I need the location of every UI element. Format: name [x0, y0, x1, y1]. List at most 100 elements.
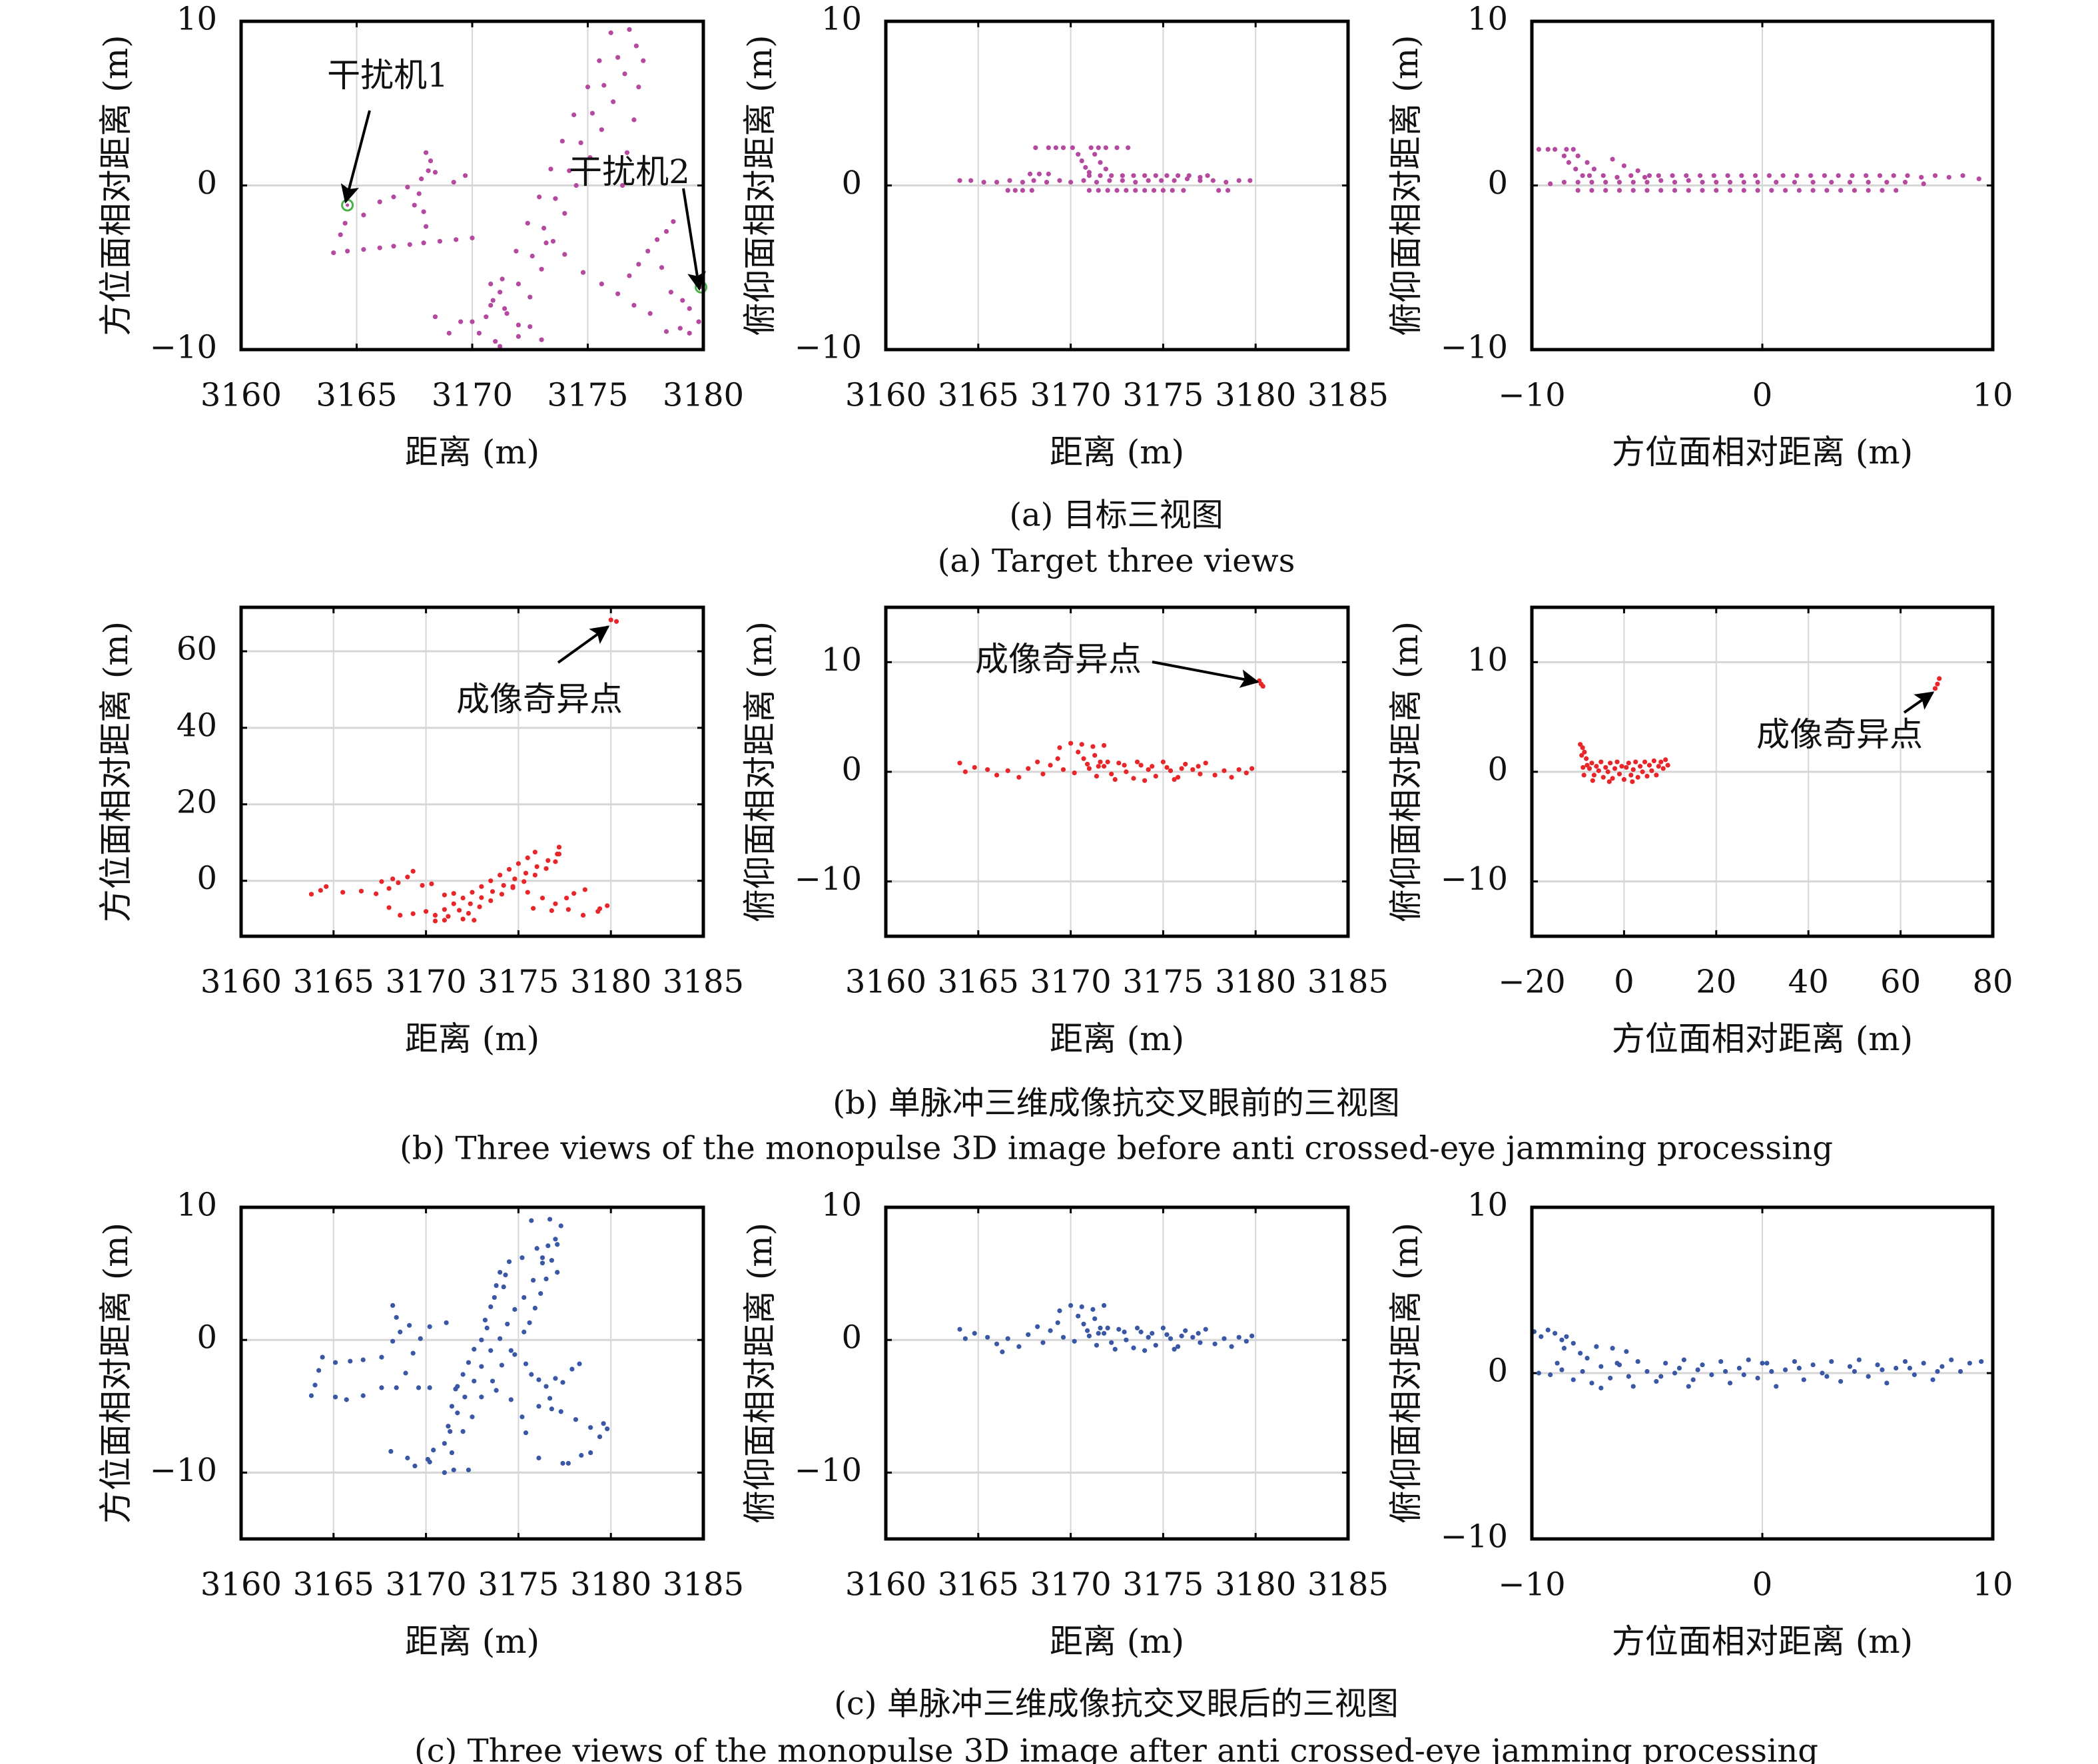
data-point: [597, 1434, 603, 1440]
data-point: [1581, 772, 1586, 778]
data-point: [567, 168, 572, 173]
data-point: [1068, 1303, 1074, 1309]
x-tick-label: 3165: [293, 964, 374, 1001]
data-point: [1026, 1332, 1031, 1337]
y-axis-label: 俯仰面相对距离 (m): [741, 1223, 779, 1524]
axes-frame: [884, 1205, 1350, 1541]
data-point: [405, 184, 410, 190]
series-target: [1536, 147, 1981, 193]
data-point: [361, 247, 366, 252]
data-point: [1960, 173, 1965, 178]
y-axis-label: 方位面相对距离 (m): [97, 35, 135, 336]
data-point: [1932, 686, 1938, 691]
data-point: [1183, 761, 1188, 767]
x-tick-label: 3185: [1307, 964, 1389, 1001]
data-point: [1046, 171, 1051, 176]
x-tick-label: 3175: [478, 1566, 559, 1604]
data-point: [585, 85, 591, 90]
data-point: [1005, 1336, 1010, 1341]
data-point: [348, 1358, 353, 1364]
data-point: [972, 1330, 977, 1336]
data-point: [1725, 173, 1730, 178]
x-axis-label: 距离 (m): [405, 1020, 539, 1058]
data-point: [470, 235, 475, 240]
y-axis-label: 俯仰面相对距离 (m): [741, 621, 779, 922]
data-point: [1838, 1378, 1844, 1384]
data-point: [1822, 173, 1828, 178]
subplot-7: 3160 3165 3170 3175 3180 3185 −10 0 10 距离 (m) 方位面相…: [97, 1187, 744, 1661]
data-point: [1146, 767, 1151, 772]
data-point: [501, 1284, 506, 1290]
data-point: [361, 212, 366, 218]
data-point: [484, 314, 489, 320]
data-point: [1921, 181, 1926, 186]
data-point: [490, 298, 496, 303]
data-point: [1638, 764, 1643, 769]
data-point: [466, 1467, 472, 1473]
series-target: [957, 145, 1253, 193]
data-point: [1594, 1344, 1599, 1349]
data-point: [442, 907, 447, 912]
x-tick-label: 3180: [1215, 1566, 1296, 1604]
data-point: [377, 199, 382, 204]
data-point: [1142, 1348, 1148, 1353]
data-point: [1103, 145, 1108, 150]
data-point: [1946, 174, 1951, 180]
x-axis-label: 方位面相对距离 (m): [1612, 1020, 1913, 1058]
data-point: [687, 306, 692, 311]
data-point: [1101, 764, 1107, 769]
data-point: [1656, 764, 1661, 769]
data-point: [501, 883, 506, 888]
data-point: [1614, 759, 1620, 764]
data-point: [1176, 1344, 1181, 1349]
data-point: [1249, 1333, 1255, 1338]
data-point: [1780, 173, 1786, 178]
data-point: [427, 1324, 432, 1329]
data-point: [1057, 745, 1062, 750]
data-point: [559, 139, 565, 144]
subplot-8: 3160 3165 3170 3175 3180 3185 −10 0 10 距离 (m) 俯仰面相…: [741, 1187, 1389, 1661]
data-point: [498, 872, 503, 878]
data-point: [379, 879, 384, 884]
data-point: [957, 178, 962, 183]
data-point: [1548, 181, 1553, 186]
data-point: [1930, 1377, 1935, 1382]
data-point: [633, 43, 639, 49]
data-point: [539, 337, 544, 342]
data-point: [1598, 1385, 1604, 1391]
subplot-5: 3160 3165 3170 3175 3180 3185 −10 0 10 距离 (m) 俯仰面相…: [741, 605, 1389, 1058]
data-point: [1714, 179, 1719, 185]
data-point: [472, 918, 477, 923]
data-point: [470, 890, 475, 895]
data-point: [529, 253, 535, 259]
data-point: [1646, 173, 1652, 178]
data-point: [1210, 178, 1216, 183]
data-point: [627, 273, 632, 278]
data-point: [1212, 772, 1218, 778]
data-point: [543, 1384, 549, 1389]
data-point: [1624, 764, 1629, 770]
data-point: [1076, 152, 1081, 157]
x-tick-label: 3170: [1030, 1566, 1112, 1604]
data-point: [1000, 1349, 1005, 1354]
data-point: [1109, 1340, 1114, 1345]
data-point: [460, 895, 466, 901]
data-point: [1594, 764, 1599, 769]
data-point: [1614, 174, 1620, 180]
data-point: [446, 330, 452, 336]
data-point: [1578, 1350, 1583, 1356]
x-tick-label: 3165: [316, 377, 397, 414]
data-point: [1107, 178, 1112, 183]
data-point: [488, 1304, 494, 1309]
data-point: [460, 916, 466, 922]
data-point: [506, 1259, 512, 1265]
data-point: [527, 294, 533, 300]
data-point: [1616, 188, 1622, 193]
annotation-label: 干扰机1: [327, 56, 448, 95]
data-point: [655, 237, 660, 242]
data-point: [1630, 767, 1636, 772]
data-point: [1864, 173, 1869, 178]
data-point: [1656, 173, 1661, 178]
data-point: [1663, 1360, 1668, 1366]
x-axis-label: 距离 (m): [1050, 1622, 1184, 1661]
